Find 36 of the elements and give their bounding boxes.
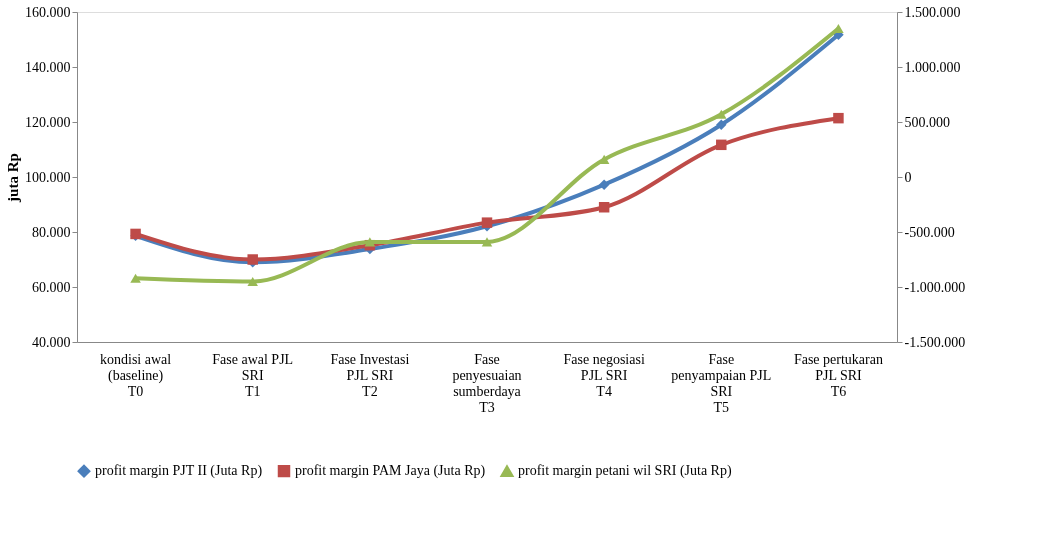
point (716, 139, 727, 151)
x-tick-label: kondisi awal (baseline) T0 (99, 351, 172, 399)
x-tick-label: Fase pertukaran PJL SRI T6 (793, 351, 883, 399)
y2-tick-label: -500.000 (904, 224, 955, 240)
point (130, 273, 141, 283)
point (598, 202, 610, 213)
y-tick-label: 80.000 (32, 224, 71, 240)
y-axis-title: juta Rp (5, 153, 21, 203)
x-tick-label: Fase Investasi PJL SRI T2 (330, 351, 410, 399)
point (481, 237, 493, 247)
y2-tick-label: 1.500.000 (904, 4, 961, 20)
point (716, 109, 727, 119)
point (481, 217, 493, 228)
point (833, 112, 844, 124)
y2-tick-label: 500.000 (904, 114, 950, 130)
y2-tick-label: -1.500.000 (904, 334, 966, 350)
legend-label: profit margin petani wil SRI (Juta Rp) (518, 463, 732, 480)
x-tick-label: Fase penyampaian PJL SRI T5 (671, 351, 772, 415)
legend-label: profit margin PAM Jaya (Juta Rp) (295, 463, 486, 480)
y-tick-label: 60.000 (32, 279, 71, 295)
point (364, 237, 376, 247)
point (716, 119, 727, 130)
y2-tick-label: 0 (904, 169, 912, 185)
x-tick-label: Fase awal PJL SRI T1 (212, 351, 294, 399)
y-tick-label: 120.000 (25, 114, 71, 130)
y-tick-label: 100.000 (25, 169, 71, 185)
legend-label: profit margin PJT II (Juta Rp) (95, 463, 263, 480)
y-tick-label: 40.000 (32, 334, 71, 350)
y2-tick-label: -1.000.000 (904, 279, 966, 295)
y-tick-label: 160.000 (25, 4, 71, 20)
y-tick-label: 140.000 (25, 59, 71, 75)
point (598, 179, 610, 190)
point (247, 276, 258, 287)
x-tick-label: Fase negosiasi PJL SRI T4 (563, 351, 645, 399)
y2-tick-label: 1.000.000 (904, 59, 961, 75)
x-tick-label: Fase penyesuaian sumberdaya T3 (452, 351, 522, 415)
